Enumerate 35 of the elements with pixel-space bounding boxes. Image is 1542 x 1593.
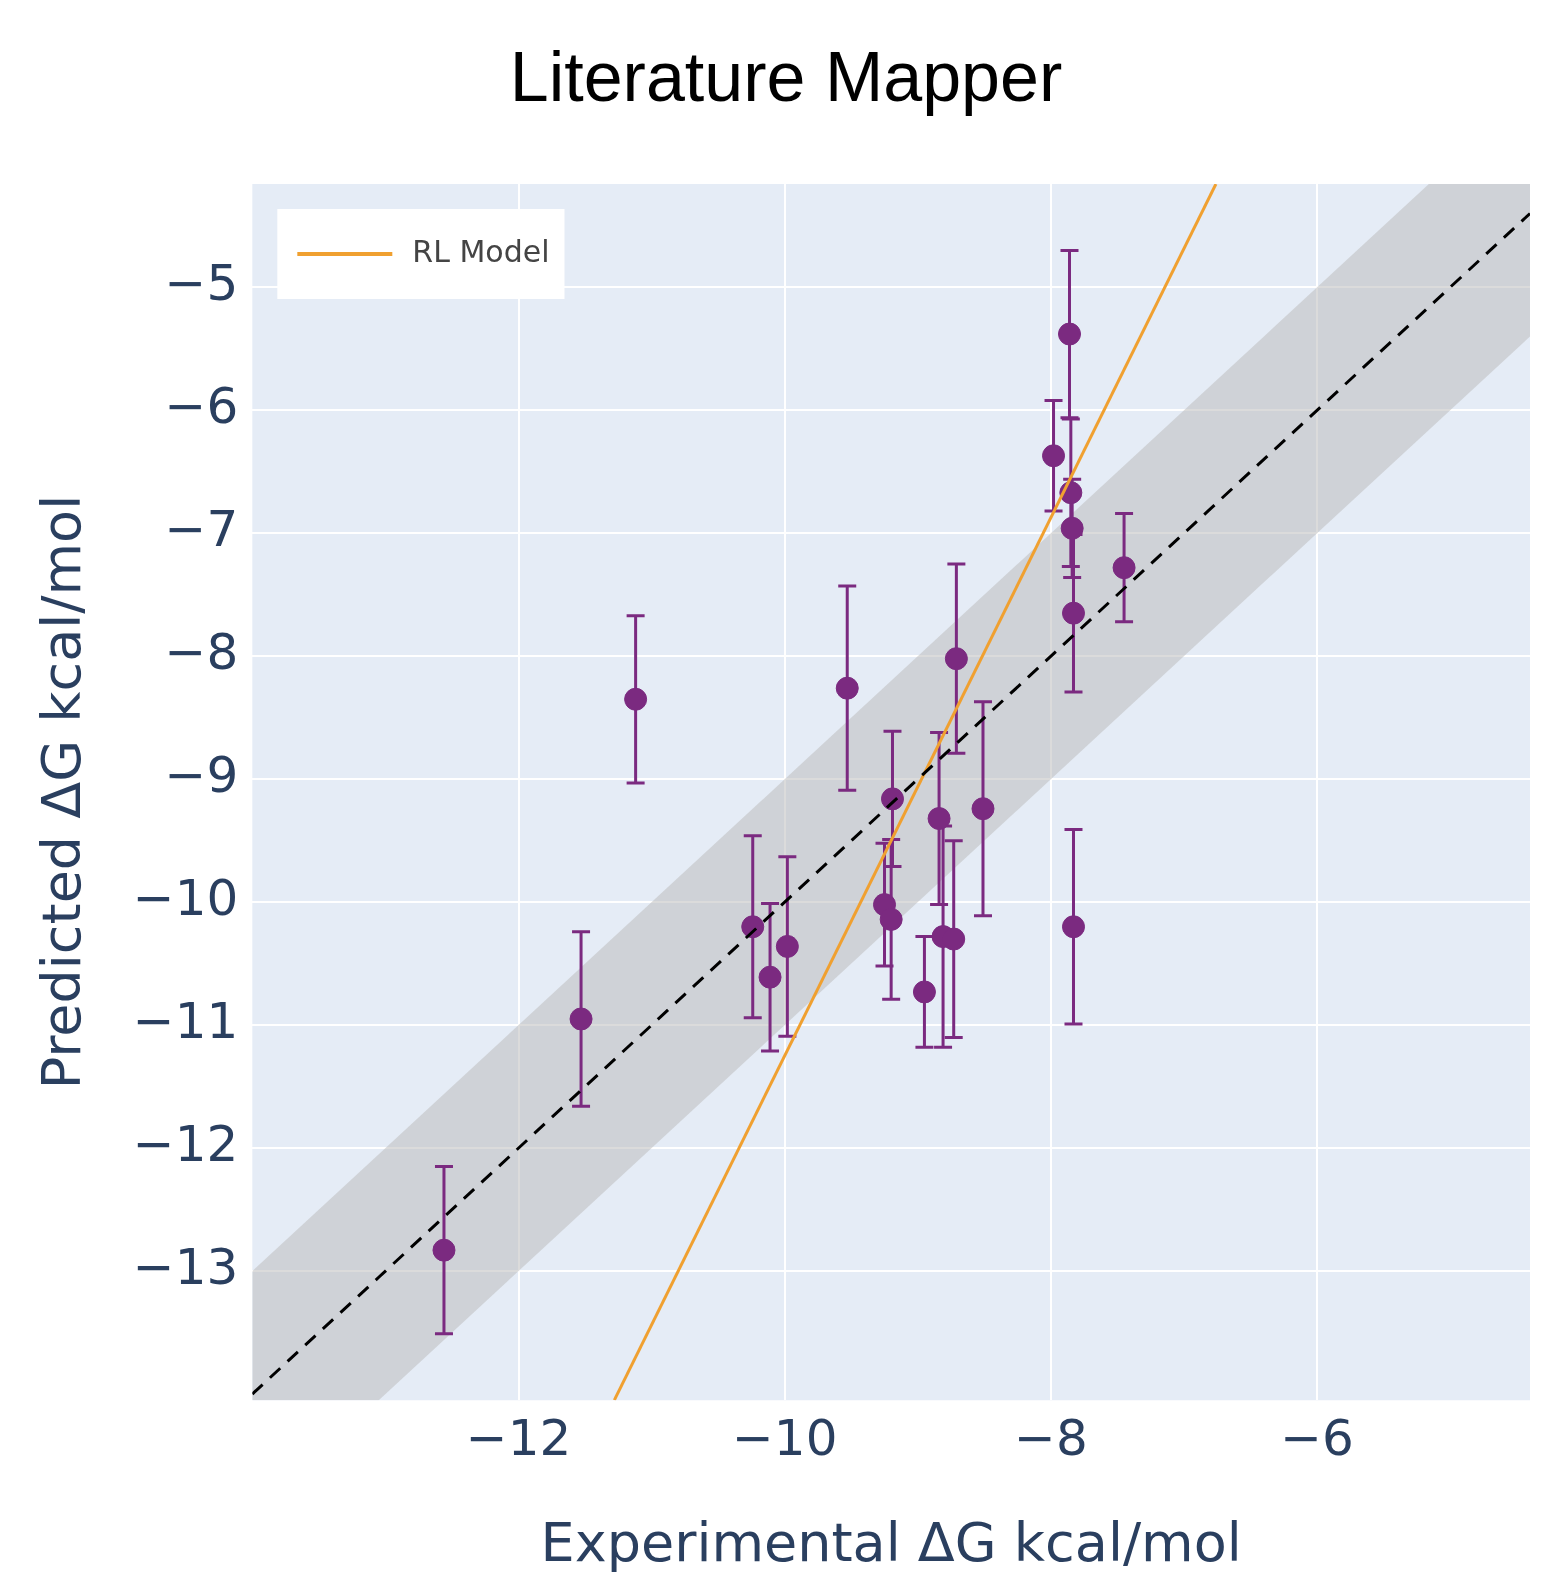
x-tick-label: −10 xyxy=(731,1409,838,1468)
y-tick-label: −6 xyxy=(164,377,239,436)
point xyxy=(432,1238,456,1262)
point xyxy=(971,797,995,821)
y-tick-label: −12 xyxy=(132,1115,239,1174)
point xyxy=(624,687,648,711)
x-tick-label: −6 xyxy=(1280,1409,1354,1468)
y-tick-label: −8 xyxy=(164,623,239,682)
y-tick-label: −13 xyxy=(132,1238,239,1297)
x-tick-label: −8 xyxy=(1014,1409,1088,1468)
y-axis-title: Predicted ΔG kcal/mol xyxy=(30,494,94,1090)
y-tick-label: −5 xyxy=(164,254,239,313)
point xyxy=(741,915,765,939)
point xyxy=(912,980,936,1004)
point xyxy=(1058,322,1081,346)
point xyxy=(1061,915,1085,939)
point xyxy=(835,676,859,700)
point xyxy=(775,934,799,958)
y-tick-label: −9 xyxy=(164,746,239,805)
point xyxy=(944,647,968,671)
y-tick-label: −11 xyxy=(132,992,239,1051)
point xyxy=(1042,444,1066,468)
point xyxy=(1061,601,1085,625)
point xyxy=(879,907,903,931)
y-tick-label: −10 xyxy=(132,869,239,928)
y-tick-label: −7 xyxy=(164,500,239,559)
point xyxy=(569,1007,593,1031)
x-axis-title: Experimental ΔG kcal/mol xyxy=(540,1510,1242,1574)
chart-title: Literature Mapper xyxy=(509,38,1063,117)
point xyxy=(758,965,782,989)
x-tick-label: −12 xyxy=(465,1409,572,1468)
legend-label: RL Model xyxy=(412,233,550,269)
point xyxy=(927,807,951,831)
point xyxy=(1112,556,1136,580)
point xyxy=(1060,516,1084,540)
